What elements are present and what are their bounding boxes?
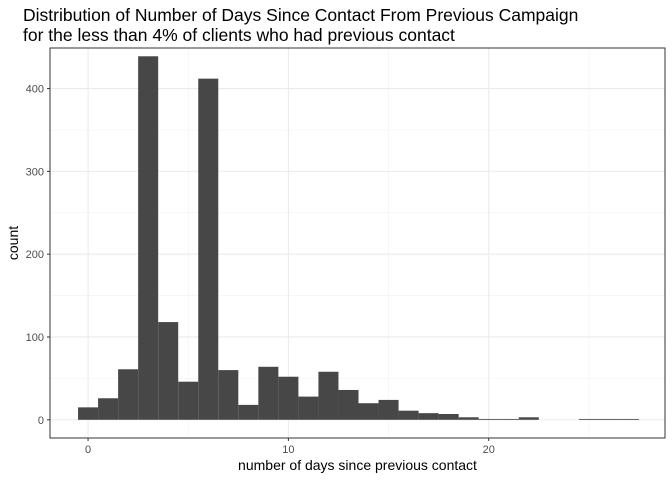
histogram-bar: [178, 381, 199, 420]
histogram-bar: [498, 418, 519, 420]
x-axis: 0 10 20: [85, 438, 495, 456]
histogram-bar: [278, 376, 299, 420]
x-tick-label: 20: [483, 444, 495, 456]
chart-title-line-1: Distribution of Number of Days Since Con…: [23, 5, 579, 25]
histogram-bar: [618, 418, 639, 420]
y-tick-label: 300: [26, 166, 44, 178]
x-tick-label: 10: [282, 444, 294, 456]
y-tick-label: 100: [26, 332, 44, 344]
chart-title: Distribution of Number of Days Since Con…: [23, 5, 578, 45]
histogram-bar: [438, 413, 459, 420]
histogram-bar: [338, 389, 359, 420]
x-tick-label: 0: [85, 444, 91, 456]
x-axis-title: number of days since previous contact: [238, 457, 477, 473]
histogram-bar: [158, 322, 179, 420]
histogram-bar: [298, 396, 319, 420]
histogram-bar: [598, 418, 619, 420]
histogram-bar: [118, 369, 139, 420]
plot-panel-border: [49, 47, 666, 439]
histogram-bar: [138, 56, 159, 420]
chart-title-line-2: for the less than 4% of clients who had …: [23, 25, 455, 45]
y-tick-label: 200: [26, 249, 44, 261]
y-tick-label: 0: [38, 415, 44, 427]
histogram-bar: [198, 78, 219, 420]
histogram-bar: [578, 418, 599, 420]
histogram-bar: [318, 371, 339, 420]
histogram-bar: [98, 398, 119, 420]
histogram-bar: [258, 366, 279, 420]
histogram-bar: [478, 418, 499, 420]
histogram-bars: [78, 56, 639, 420]
histogram-bar: [78, 407, 99, 420]
histogram-bar: [378, 399, 399, 420]
histogram-bar: [358, 403, 379, 420]
y-tick-label: 400: [26, 84, 44, 96]
histogram-bar: [458, 417, 479, 420]
histogram-bar: [418, 413, 439, 420]
histogram-bar: [398, 410, 419, 420]
histogram-bar: [238, 404, 259, 420]
y-axis: 0 100 200 300 400: [26, 84, 50, 427]
y-axis-title: count: [5, 226, 21, 260]
histogram-bar: [518, 417, 539, 420]
histogram-bar: [218, 370, 239, 420]
